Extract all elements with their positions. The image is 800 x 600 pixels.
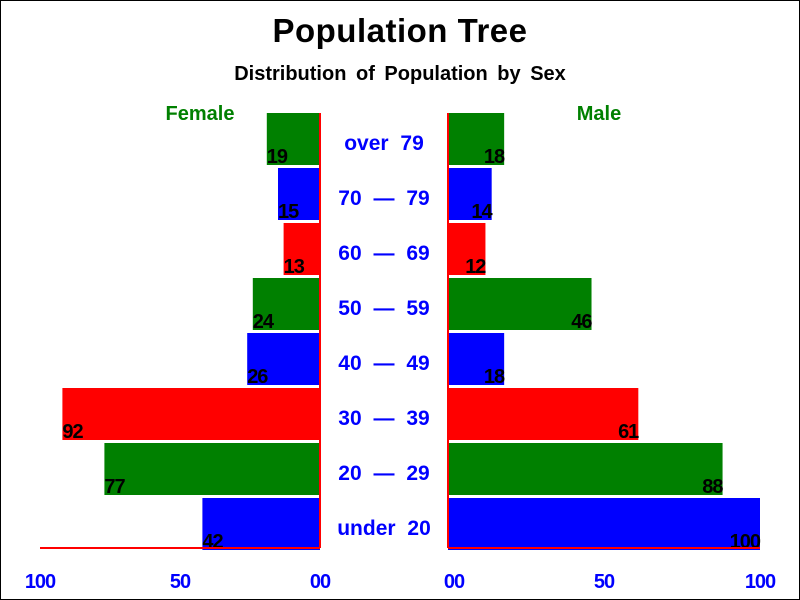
bar-female xyxy=(247,333,320,385)
chart-title: Population Tree xyxy=(272,12,528,49)
male-tick-label: 00 xyxy=(444,571,465,593)
chart-subtitle: Distribution of Population by Sex xyxy=(234,63,566,85)
bar-male xyxy=(448,278,592,330)
male-tick-label: 50 xyxy=(594,571,615,593)
bar-label-female: 42 xyxy=(202,531,223,553)
bar-male xyxy=(448,168,492,220)
bar-female xyxy=(266,113,320,165)
category-label: 20 — 29 xyxy=(338,462,429,485)
bar-female xyxy=(202,498,320,550)
category-label: under 20 xyxy=(337,517,431,540)
female-tick-label: 00 xyxy=(310,571,331,593)
bar-female xyxy=(283,223,320,275)
legend-female: Female xyxy=(166,103,235,125)
bar-female xyxy=(252,278,320,330)
female-tick-label: 100 xyxy=(25,571,56,593)
bar-label-male: 100 xyxy=(730,531,761,553)
bar-label-female: 77 xyxy=(104,476,125,498)
female-tick-label: 50 xyxy=(170,571,191,593)
bar-male xyxy=(448,498,760,550)
bar-label-male: 18 xyxy=(484,146,505,168)
bar-label-female: 19 xyxy=(267,146,288,168)
bar-label-male: 12 xyxy=(465,256,486,278)
bar-male xyxy=(448,443,723,495)
bar-label-female: 26 xyxy=(247,366,268,388)
bar-label-male: 61 xyxy=(618,421,639,443)
bar-male xyxy=(448,113,505,165)
bar-label-male: 18 xyxy=(484,366,505,388)
bar-female xyxy=(104,443,321,495)
category-label: 70 — 79 xyxy=(338,187,429,210)
bar-male xyxy=(448,388,639,440)
bar-female xyxy=(278,168,320,220)
category-label: over 79 xyxy=(344,132,424,155)
bar-female xyxy=(62,388,321,440)
bar-label-female: 92 xyxy=(62,421,83,443)
bar-label-male: 46 xyxy=(571,311,592,333)
bar-label-female: 15 xyxy=(278,201,299,223)
bar-label-female: 24 xyxy=(253,311,275,333)
bar-label-male: 88 xyxy=(702,476,723,498)
bar-male xyxy=(448,223,486,275)
bar-label-female: 13 xyxy=(284,256,305,278)
bar-male xyxy=(448,333,505,385)
category-label: 30 — 39 xyxy=(338,407,429,430)
legend-male: Male xyxy=(577,103,621,125)
category-label: 60 — 69 xyxy=(338,242,429,265)
category-label: 40 — 49 xyxy=(338,352,429,375)
bar-label-male: 14 xyxy=(471,201,493,223)
category-label: 50 — 59 xyxy=(338,297,429,320)
male-tick-label: 100 xyxy=(745,571,776,593)
